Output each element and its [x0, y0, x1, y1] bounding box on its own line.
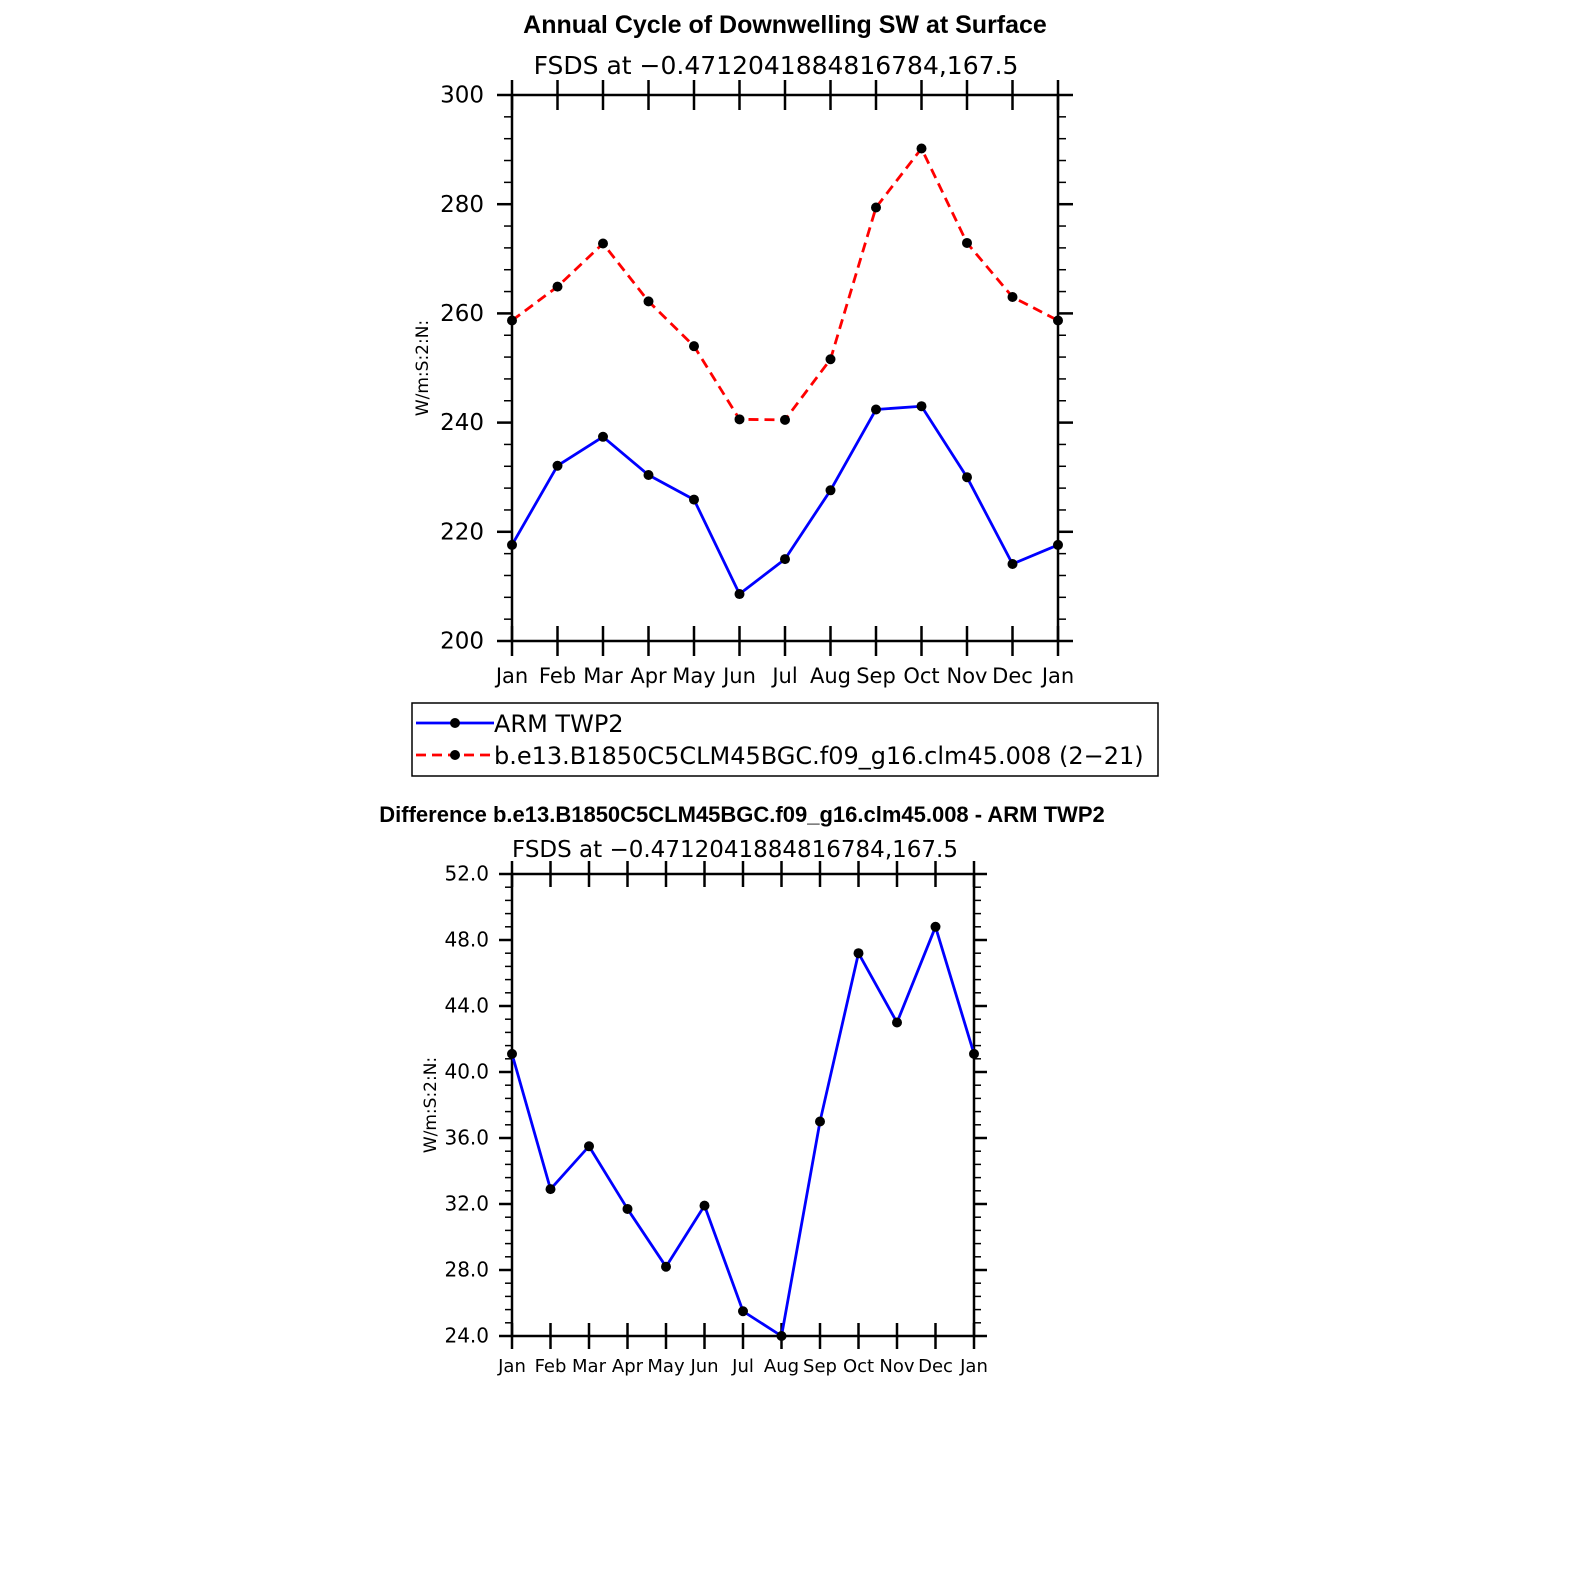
x-tick-label: Jan — [959, 1356, 988, 1377]
data-point — [545, 1184, 556, 1195]
series-line-1 — [510, 925, 976, 1338]
x-tick-label: Feb — [535, 1356, 567, 1377]
x-tick-label: Aug — [764, 1356, 799, 1377]
chart-1: Annual Cycle of Downwelling SW at Surfac… — [411, 11, 1159, 777]
data-point — [930, 921, 941, 932]
x-tick-label: Oct — [843, 1356, 874, 1377]
x-tick-label: Jun — [689, 1356, 718, 1377]
x-tick-label: Mar — [583, 664, 623, 688]
data-point — [825, 485, 836, 496]
data-point — [1053, 539, 1063, 550]
plot-frame — [510, 872, 976, 1338]
y-axis-label: W/m:S:2:N: — [421, 1057, 441, 1153]
y-axis-label: W/m:S:2:N: — [413, 320, 433, 416]
data-point — [584, 1141, 594, 1152]
y-tick-label: 36.0 — [444, 1125, 489, 1149]
data-point — [643, 470, 654, 481]
y-tick-label: 200 — [440, 629, 484, 655]
x-tick-label: Nov — [947, 664, 988, 688]
series-line-1 — [510, 404, 1059, 596]
data-point — [507, 539, 517, 550]
data-point — [598, 238, 608, 249]
chart-subtitle: FSDS at −0.4712041884816784,167.5 — [512, 837, 958, 863]
x-tick-label: Nov — [879, 1356, 914, 1377]
data-point — [622, 1203, 633, 1214]
legend-marker — [450, 718, 460, 728]
data-point — [969, 1048, 979, 1059]
data-point — [1007, 292, 1018, 303]
data-point — [507, 1048, 517, 1059]
data-point — [892, 1017, 902, 1028]
data-point — [1007, 559, 1018, 570]
data-point — [916, 401, 927, 412]
data-point — [552, 281, 563, 292]
data-point — [643, 296, 654, 307]
chart-title: Difference b.e13.B1850C5CLM45BGC.f09_g16… — [379, 802, 1104, 827]
series-line-2 — [511, 147, 1059, 422]
y-tick-label: 220 — [440, 519, 484, 545]
x-tick-label: Feb — [539, 664, 576, 688]
legend-entry-2: b.e13.B1850C5CLM45BGC.f09_g16.clm45.008 … — [494, 742, 1144, 770]
data-point — [689, 341, 699, 352]
y-tick-label: 28.0 — [444, 1257, 489, 1281]
data-point — [962, 472, 972, 483]
x-tick-label: May — [647, 1356, 685, 1377]
data-point — [962, 237, 972, 248]
x-tick-label: Jan — [494, 664, 528, 688]
x-tick-label: Dec — [918, 1356, 953, 1377]
y-tick-label: 48.0 — [444, 927, 489, 951]
y-tick-label: 280 — [440, 192, 484, 218]
x-tick-label: Apr — [630, 664, 667, 688]
x-tick-label: Dec — [992, 664, 1033, 688]
x-tick-label: Sep — [856, 664, 896, 688]
data-point — [734, 589, 745, 600]
x-tick-label: Apr — [612, 1356, 644, 1377]
data-point — [780, 414, 790, 425]
data-point — [598, 431, 608, 442]
data-point — [699, 1200, 710, 1211]
data-point — [738, 1306, 748, 1317]
x-tick-label: Aug — [810, 664, 851, 688]
legend-entry-1: ARM TWP2 — [494, 710, 624, 738]
y-tick-label: 32.0 — [444, 1191, 489, 1215]
x-tick-label: Jan — [497, 1356, 526, 1377]
y-tick-label: 52.0 — [444, 861, 489, 885]
x-tick-label: Mar — [572, 1356, 607, 1377]
x-tick-label: Jul — [770, 664, 797, 688]
legend-box — [411, 702, 1159, 777]
data-point — [853, 948, 864, 959]
data-point — [552, 460, 563, 471]
data-point — [871, 202, 881, 213]
data-point — [776, 1331, 787, 1341]
legend-marker — [450, 750, 460, 760]
x-tick-label: Oct — [903, 664, 939, 688]
chart-title: Annual Cycle of Downwelling SW at Surfac… — [523, 11, 1047, 39]
x-tick-label: Sep — [803, 1356, 837, 1377]
data-point — [815, 1116, 825, 1127]
x-tick-label: Jul — [731, 1356, 754, 1377]
y-tick-label: 40.0 — [444, 1059, 489, 1083]
chart-2: Difference b.e13.B1850C5CLM45BGC.f09_g16… — [379, 802, 1104, 1377]
y-tick-label: 44.0 — [444, 993, 489, 1017]
data-point — [507, 315, 517, 326]
x-tick-label: Jun — [721, 664, 756, 688]
data-point — [916, 143, 927, 154]
data-point — [825, 354, 836, 365]
x-tick-label: May — [672, 664, 715, 688]
y-tick-label: 24.0 — [444, 1323, 489, 1347]
data-point — [1053, 315, 1063, 326]
chart-subtitle: FSDS at −0.4712041884816784,167.5 — [534, 51, 1019, 80]
data-point — [689, 494, 699, 505]
legend: ARM TWP2 b.e13.B1850C5CLM45BGC.f09_g16.cl… — [411, 702, 1159, 777]
data-point — [780, 554, 790, 565]
x-tick-label: Jan — [1040, 664, 1074, 688]
y-tick-label: 300 — [440, 83, 484, 109]
data-point — [661, 1261, 671, 1272]
y-tick-label: 260 — [440, 301, 484, 327]
data-point — [871, 404, 881, 415]
y-tick-label: 240 — [440, 410, 484, 436]
data-point — [734, 414, 745, 425]
